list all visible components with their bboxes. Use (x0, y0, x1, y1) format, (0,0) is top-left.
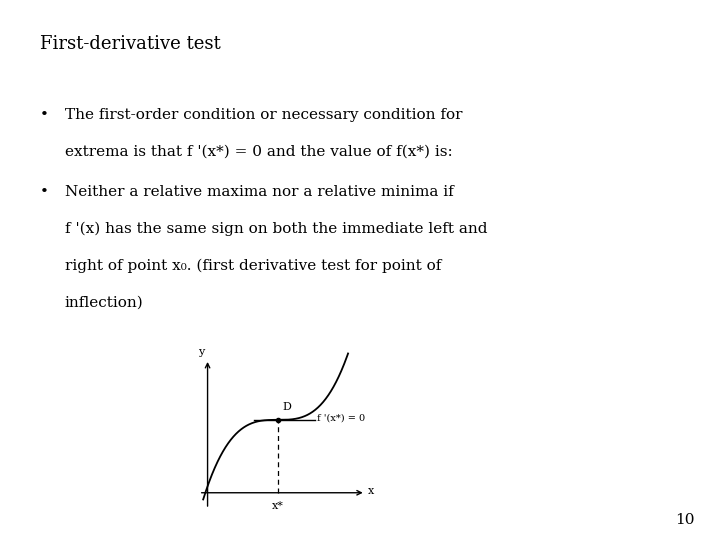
Text: f '(x) has the same sign on both the immediate left and: f '(x) has the same sign on both the imm… (65, 222, 487, 236)
Text: •: • (40, 108, 48, 122)
Text: •: • (40, 185, 48, 199)
Text: y: y (198, 347, 204, 357)
Text: x: x (368, 485, 374, 496)
Text: right of point x₀. (first derivative test for point of: right of point x₀. (first derivative tes… (65, 259, 441, 273)
Text: First-derivative test: First-derivative test (40, 35, 220, 53)
Text: x*: x* (272, 501, 284, 511)
Text: D: D (282, 402, 291, 411)
Text: Neither a relative maxima nor a relative minima if: Neither a relative maxima nor a relative… (65, 185, 454, 199)
Text: 10: 10 (675, 512, 695, 526)
Text: extrema is that f '(x*) = 0 and the value of f(x*) is:: extrema is that f '(x*) = 0 and the valu… (65, 145, 453, 159)
Text: The first-order condition or necessary condition for: The first-order condition or necessary c… (65, 108, 462, 122)
Text: inflection): inflection) (65, 295, 143, 309)
Text: f '(x*) = 0: f '(x*) = 0 (318, 413, 366, 422)
